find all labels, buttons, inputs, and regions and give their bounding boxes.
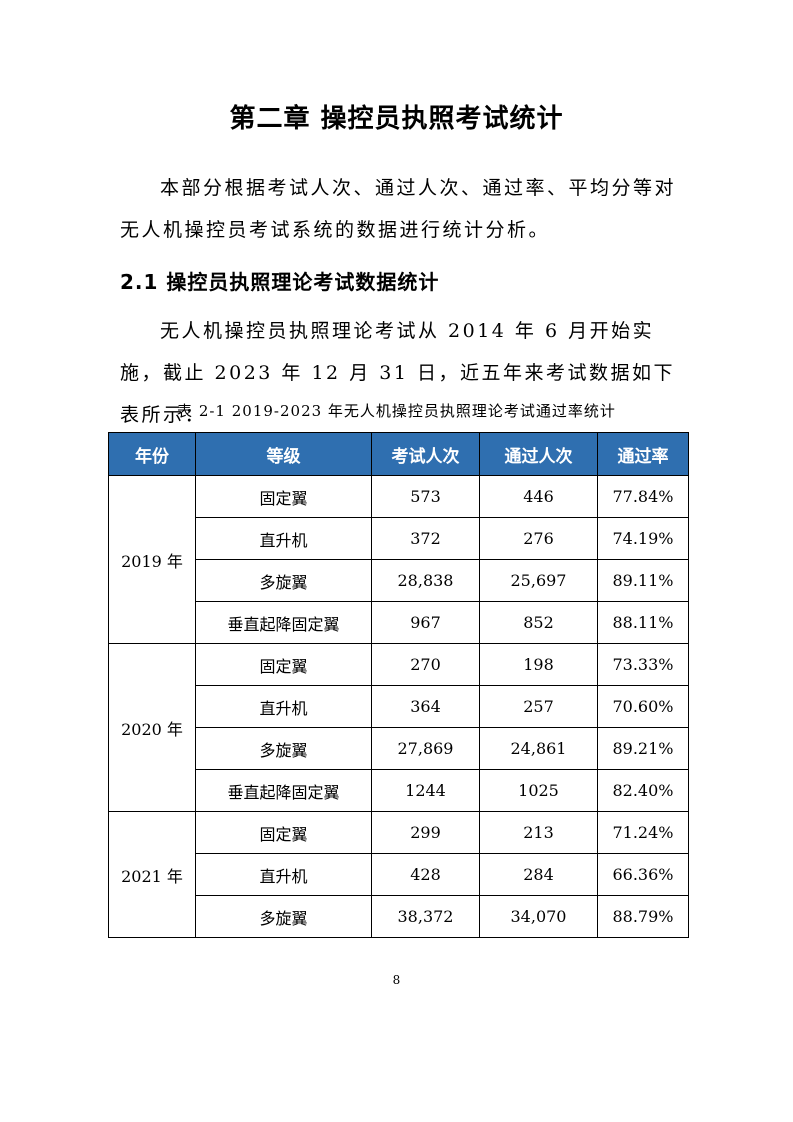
- table-row: 2021 年 固定翼 299 213 71.24%: [108, 811, 689, 938]
- grade-cell: 多旋翼: [195, 727, 372, 770]
- grade-cell: 固定翼: [195, 643, 372, 686]
- exam-count-cell: 270: [371, 643, 480, 686]
- table-caption: 表 2-1 2019-2023 年无人机操控员执照理论考试通过率统计: [177, 402, 616, 420]
- pass-rate-cell: 71.24%: [597, 811, 689, 854]
- table-row: 垂直起降固定翼 967 852 88.11%: [109, 601, 689, 644]
- pass-rate-cell: 82.40%: [597, 769, 689, 812]
- exam-count-cell: 372: [371, 517, 480, 560]
- table-row: 直升机 428 284 66.36%: [109, 853, 689, 896]
- pass-rate-cell: 77.84%: [597, 475, 689, 518]
- page-number: 8: [392, 973, 401, 987]
- table-header-row: 年份 等级 考试人次 通过人次 通过率: [108, 432, 689, 476]
- table-row: 多旋翼 27,869 24,861 89.21%: [109, 727, 689, 770]
- exam-count-cell: 299: [371, 811, 480, 854]
- exam-count-cell: 1244: [371, 769, 480, 812]
- section-paragraph: 无人机操控员执照理论考试从 2014 年 6 月开始实施，截止 2023 年 1…: [120, 310, 680, 436]
- header-exam-count: 考试人次: [371, 432, 480, 476]
- grade-cell: 垂直起降固定翼: [195, 601, 372, 644]
- pass-count-cell: 284: [479, 853, 598, 896]
- pass-rate-cell: 88.11%: [597, 601, 689, 644]
- section-paragraph-text: 无人机操控员执照理论考试从 2014 年 6 月开始实施，截止 2023 年 1…: [120, 320, 675, 426]
- pass-rate-table: 年份 等级 考试人次 通过人次 通过率 2019 年 固定翼 573 446 7…: [108, 432, 689, 938]
- pass-count-cell: 1025: [479, 769, 598, 812]
- header-pass-rate: 通过率: [597, 432, 689, 476]
- pass-count-cell: 213: [479, 811, 598, 854]
- grade-cell: 垂直起降固定翼: [195, 769, 372, 812]
- grade-cell: 固定翼: [195, 811, 372, 854]
- grade-cell: 直升机: [195, 685, 372, 728]
- pass-count-cell: 446: [479, 475, 598, 518]
- pass-count-cell: 257: [479, 685, 598, 728]
- pass-rate-cell: 89.11%: [597, 559, 689, 602]
- header-year: 年份: [108, 432, 196, 476]
- grade-cell: 多旋翼: [195, 559, 372, 602]
- exam-count-cell: 38,372: [371, 895, 480, 938]
- section-title: 2.1 操控员执照理论考试数据统计: [120, 270, 440, 294]
- table-row: 2020 年 固定翼 270 198 73.33%: [108, 643, 689, 812]
- pass-rate-cell: 88.79%: [597, 895, 689, 938]
- grade-cell: 直升机: [195, 517, 372, 560]
- header-pass-count: 通过人次: [479, 432, 598, 476]
- chapter-title: 第二章 操控员执照考试统计: [229, 104, 564, 134]
- table-row: 直升机 372 276 74.19%: [109, 517, 689, 560]
- table-row: 多旋翼 38,372 34,070 88.79%: [109, 895, 689, 938]
- intro-paragraph: 本部分根据考试人次、通过人次、通过率、平均分等对无人机操控员考试系统的数据进行统…: [120, 167, 680, 251]
- pass-rate-cell: 66.36%: [597, 853, 689, 896]
- grade-cell: 固定翼: [195, 475, 372, 518]
- pass-rate-cell: 74.19%: [597, 517, 689, 560]
- pass-rate-cell: 73.33%: [597, 643, 689, 686]
- exam-count-cell: 28,838: [371, 559, 480, 602]
- exam-count-cell: 428: [371, 853, 480, 896]
- table-row: 多旋翼 28,838 25,697 89.11%: [109, 559, 689, 602]
- grade-cell: 多旋翼: [195, 895, 372, 938]
- intro-paragraph-text: 本部分根据考试人次、通过人次、通过率、平均分等对无人机操控员考试系统的数据进行统…: [120, 177, 677, 241]
- pass-count-cell: 24,861: [479, 727, 598, 770]
- year-cell: 2021 年: [108, 811, 196, 938]
- pass-count-cell: 198: [479, 643, 598, 686]
- pass-rate-cell: 89.21%: [597, 727, 689, 770]
- exam-count-cell: 364: [371, 685, 480, 728]
- pass-count-cell: 276: [479, 517, 598, 560]
- table-row: 垂直起降固定翼 1244 1025 82.40%: [109, 769, 689, 812]
- header-grade: 等级: [195, 432, 372, 476]
- pass-count-cell: 34,070: [479, 895, 598, 938]
- exam-count-cell: 573: [371, 475, 480, 518]
- grade-cell: 直升机: [195, 853, 372, 896]
- table-row: 2019 年 固定翼 573 446 77.84%: [108, 475, 689, 644]
- year-cell: 2020 年: [108, 643, 196, 812]
- pass-count-cell: 852: [479, 601, 598, 644]
- exam-count-cell: 967: [371, 601, 480, 644]
- table-row: 直升机 364 257 70.60%: [109, 685, 689, 728]
- pass-count-cell: 25,697: [479, 559, 598, 602]
- year-cell: 2019 年: [108, 475, 196, 644]
- exam-count-cell: 27,869: [371, 727, 480, 770]
- pass-rate-cell: 70.60%: [597, 685, 689, 728]
